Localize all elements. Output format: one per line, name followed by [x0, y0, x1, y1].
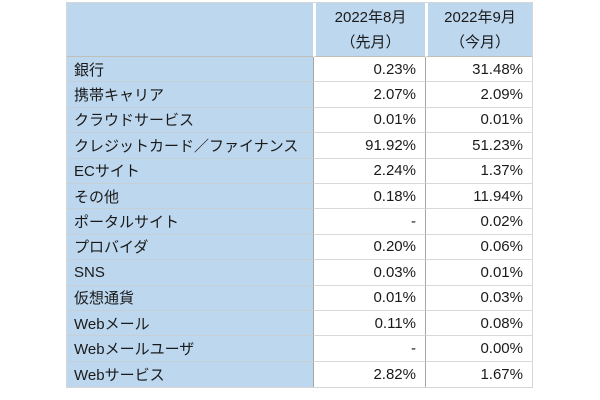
- table-row: SNS 0.03% 0.01%: [67, 260, 532, 286]
- prev-month-value: 0.03%: [313, 260, 425, 286]
- table-body: 銀行 0.23% 31.48% 携帯キャリア 2.07% 2.09% クラウドサ…: [67, 57, 532, 388]
- prev-month-value: 2.24%: [313, 158, 425, 184]
- prev-month-value: 2.07%: [313, 82, 425, 108]
- row-label: Webメール: [67, 310, 313, 337]
- data-table-container: 2022年8月 （先月） 2022年9月 （今月） 銀行 0.23% 31.48…: [66, 2, 533, 389]
- row-label: クラウドサービス: [67, 107, 313, 134]
- prev-month-value: -: [313, 209, 425, 235]
- curr-month-value: 0.01%: [425, 107, 532, 134]
- curr-month-value: 11.94%: [425, 183, 532, 210]
- row-label: クレジットカード／ファイナンス: [67, 133, 313, 159]
- curr-month-value: 1.67%: [425, 361, 532, 388]
- row-label: ECサイト: [67, 158, 313, 184]
- prev-month-value: 0.01%: [313, 285, 425, 311]
- curr-month-value: 0.08%: [425, 310, 532, 337]
- table-header: 2022年8月 （先月） 2022年9月 （今月）: [67, 3, 532, 57]
- curr-month-value: 0.00%: [425, 336, 532, 362]
- table-row: 銀行 0.23% 31.48%: [67, 57, 532, 83]
- header-curr-month: 2022年9月 （今月）: [425, 3, 532, 57]
- header-prev-month-title: 2022年8月: [334, 8, 407, 26]
- header-curr-month-title: 2022年9月: [444, 8, 516, 26]
- prev-month-value: 2.82%: [313, 361, 425, 388]
- row-label: SNS: [67, 260, 313, 286]
- table-row: ECサイト 2.24% 1.37%: [67, 158, 532, 184]
- curr-month-value: 0.03%: [425, 285, 532, 311]
- prev-month-value: 0.01%: [313, 107, 425, 134]
- header-prev-month: 2022年8月 （先月）: [313, 3, 425, 57]
- row-label: Webメールユーザ: [67, 336, 313, 362]
- header-prev-month-subtitle: （先月）: [340, 33, 401, 51]
- curr-month-value: 51.23%: [425, 133, 532, 159]
- table-row: その他 0.18% 11.94%: [67, 183, 532, 210]
- row-label: 携帯キャリア: [67, 82, 313, 108]
- table-row: Webサービス 2.82% 1.67%: [67, 361, 532, 388]
- row-label: その他: [67, 183, 313, 210]
- curr-month-value: 0.01%: [425, 260, 532, 286]
- header-curr-month-subtitle: （今月）: [449, 33, 510, 51]
- table-row: ポータルサイト - 0.02%: [67, 209, 532, 235]
- curr-month-value: 31.48%: [425, 57, 532, 83]
- curr-month-value: 1.37%: [425, 158, 532, 184]
- prev-month-value: -: [313, 336, 425, 362]
- table-row: プロバイダ 0.20% 0.06%: [67, 234, 532, 261]
- prev-month-value: 0.23%: [313, 57, 425, 83]
- corner-cell: [67, 3, 313, 57]
- table-row: 仮想通貨 0.01% 0.03%: [67, 285, 532, 311]
- table-row: Webメールユーザ - 0.00%: [67, 336, 532, 362]
- curr-month-value: 0.02%: [425, 209, 532, 235]
- table-row: クラウドサービス 0.01% 0.01%: [67, 107, 532, 134]
- data-table: 2022年8月 （先月） 2022年9月 （今月） 銀行 0.23% 31.48…: [66, 2, 533, 389]
- row-label: プロバイダ: [67, 234, 313, 261]
- prev-month-value: 91.92%: [313, 133, 425, 159]
- header-row: 2022年8月 （先月） 2022年9月 （今月）: [67, 3, 532, 57]
- curr-month-value: 2.09%: [425, 82, 532, 108]
- row-label: 銀行: [67, 57, 313, 83]
- prev-month-value: 0.20%: [313, 234, 425, 261]
- table-row: 携帯キャリア 2.07% 2.09%: [67, 82, 532, 108]
- row-label: ポータルサイト: [67, 209, 313, 235]
- row-label: 仮想通貨: [67, 285, 313, 311]
- prev-month-value: 0.11%: [313, 310, 425, 337]
- row-label: Webサービス: [67, 361, 313, 388]
- table-row: Webメール 0.11% 0.08%: [67, 310, 532, 337]
- table-row: クレジットカード／ファイナンス 91.92% 51.23%: [67, 133, 532, 159]
- curr-month-value: 0.06%: [425, 234, 532, 261]
- prev-month-value: 0.18%: [313, 183, 425, 210]
